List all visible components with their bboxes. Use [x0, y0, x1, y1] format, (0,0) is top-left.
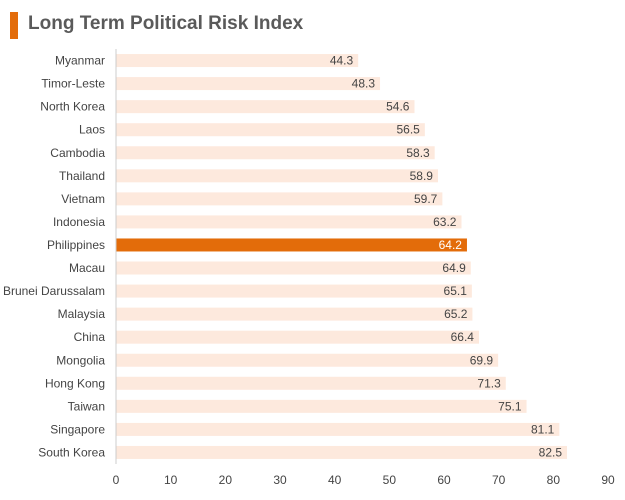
- bar-hong-kong: [116, 377, 506, 390]
- value-labels: 44.3 48.3 54.6 56.5 58.3 58.9 59.7 63.2 64.2 64.9…: [330, 54, 563, 460]
- x-tick-label: 40: [328, 473, 342, 487]
- value-label: 71.3: [477, 376, 501, 390]
- category-label: Brunei Darussalam: [3, 284, 105, 298]
- category-label: Timor-Leste: [41, 77, 105, 91]
- value-label: 56.5: [397, 123, 421, 137]
- value-label: 75.1: [498, 399, 522, 413]
- value-label: 58.3: [406, 146, 430, 160]
- value-label: 59.7: [414, 192, 438, 206]
- value-label: 54.6: [386, 100, 410, 114]
- x-tick-label: 50: [383, 473, 397, 487]
- x-tick-label: 70: [492, 473, 506, 487]
- category-label: South Korea: [38, 445, 105, 459]
- bar-taiwan: [116, 400, 527, 413]
- value-label: 65.2: [444, 307, 468, 321]
- bar-vietnam: [116, 192, 442, 205]
- category-label: Taiwan: [68, 399, 105, 413]
- x-tick-label: 20: [219, 473, 233, 487]
- bar-philippines: [116, 238, 467, 251]
- bar-thailand: [116, 169, 438, 182]
- category-label: Cambodia: [50, 146, 105, 160]
- bar-brunei-darussalam: [116, 285, 472, 298]
- bar-macau: [116, 262, 471, 275]
- category-label: Myanmar: [55, 54, 105, 68]
- category-label: Thailand: [59, 169, 105, 183]
- x-tick-label: 80: [547, 473, 561, 487]
- category-label: North Korea: [40, 100, 105, 114]
- value-label: 64.2: [439, 238, 463, 252]
- bars-group: [116, 54, 567, 459]
- x-tick-labels: 0 10 20 30 40 50 60 70 80 90: [113, 473, 615, 487]
- value-label: 81.1: [531, 422, 555, 436]
- bar-south-korea: [116, 446, 567, 459]
- x-tick-label: 30: [273, 473, 287, 487]
- bar-singapore: [116, 423, 559, 436]
- x-tick-label: 10: [164, 473, 178, 487]
- bar-timor-leste: [116, 77, 380, 90]
- category-label: Vietnam: [61, 192, 105, 206]
- value-label: 44.3: [330, 54, 354, 68]
- value-label: 64.9: [442, 261, 466, 275]
- bar-mongolia: [116, 354, 498, 367]
- category-label: Philippines: [47, 238, 105, 252]
- value-label: 48.3: [352, 77, 376, 91]
- bar-myanmar: [116, 54, 358, 67]
- category-label: Macau: [69, 261, 105, 275]
- value-label: 58.9: [410, 169, 434, 183]
- value-label: 66.4: [451, 330, 475, 344]
- bar-china: [116, 331, 479, 344]
- value-label: 69.9: [470, 353, 494, 367]
- x-tick-label: 60: [437, 473, 451, 487]
- category-label: Laos: [79, 123, 105, 137]
- value-label: 65.1: [444, 284, 468, 298]
- category-label: Indonesia: [53, 215, 105, 229]
- x-tick-label: 90: [601, 473, 615, 487]
- category-label: Singapore: [50, 422, 105, 436]
- bar-cambodia: [116, 146, 435, 159]
- bar-indonesia: [116, 215, 461, 228]
- value-label: 82.5: [539, 445, 563, 459]
- category-labels: Myanmar Timor-Leste North Korea Laos Cambodi…: [3, 54, 105, 460]
- category-label: Malaysia: [58, 307, 106, 321]
- x-tick-label: 0: [113, 473, 120, 487]
- value-label: 63.2: [433, 215, 457, 229]
- category-label: Mongolia: [56, 353, 105, 367]
- category-label: China: [74, 330, 106, 344]
- category-label: Hong Kong: [45, 376, 105, 390]
- bar-north-korea: [116, 100, 414, 113]
- bar-laos: [116, 123, 425, 136]
- bar-malaysia: [116, 308, 472, 321]
